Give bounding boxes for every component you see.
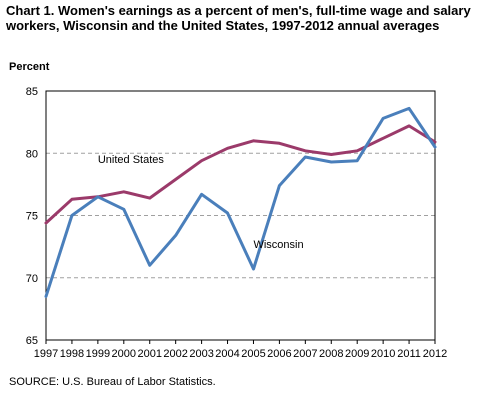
x-tick-label: 2000	[112, 348, 136, 360]
y-tick-label: 85	[26, 86, 38, 98]
x-tick-label: 1999	[86, 348, 110, 360]
y-axis-label: Percent	[9, 61, 50, 73]
y-tick-labels: 65 70 75 80 85	[26, 86, 38, 347]
x-tick-label: 2005	[241, 348, 265, 360]
series-line-united-states	[44, 124, 437, 225]
plot-frame	[45, 90, 436, 341]
x-tick-label: 1998	[60, 348, 84, 360]
x-tick-label: 2007	[293, 348, 317, 360]
x-tick-label: 2001	[137, 348, 161, 360]
series-lines	[44, 106, 437, 298]
x-tick-label: 2010	[371, 348, 395, 360]
x-tick-label: 2011	[397, 348, 421, 360]
source-note: SOURCE: U.S. Bureau of Labor Statistics.	[9, 376, 216, 388]
x-tick-label: 2009	[345, 348, 369, 360]
x-tick-labels: 1997 1998 1999 2000 2001 2002 2003 2004 2005 2006…	[34, 348, 447, 360]
y-tick-label: 75	[26, 211, 38, 223]
series-line-wisconsin	[44, 106, 437, 298]
x-tick-label: 2012	[423, 348, 447, 360]
x-tick-label: 2006	[267, 348, 291, 360]
series-label-united-states: United States	[98, 154, 165, 166]
series-label-wisconsin: Wisconsin	[253, 239, 303, 251]
y-tick-label: 65	[26, 335, 38, 347]
y-tick-label: 70	[26, 273, 38, 285]
axes	[45, 90, 436, 344]
x-tick-label: 1997	[34, 348, 58, 360]
x-tick-label: 2008	[319, 348, 343, 360]
gridlines	[46, 152, 435, 279]
chart-title: Chart 1. Women's earnings as a percent o…	[6, 3, 471, 33]
y-tick-label: 80	[26, 148, 38, 160]
x-tick-label: 2002	[163, 348, 187, 360]
x-tick-label: 2003	[189, 348, 213, 360]
x-tick-label: 2004	[215, 348, 239, 360]
